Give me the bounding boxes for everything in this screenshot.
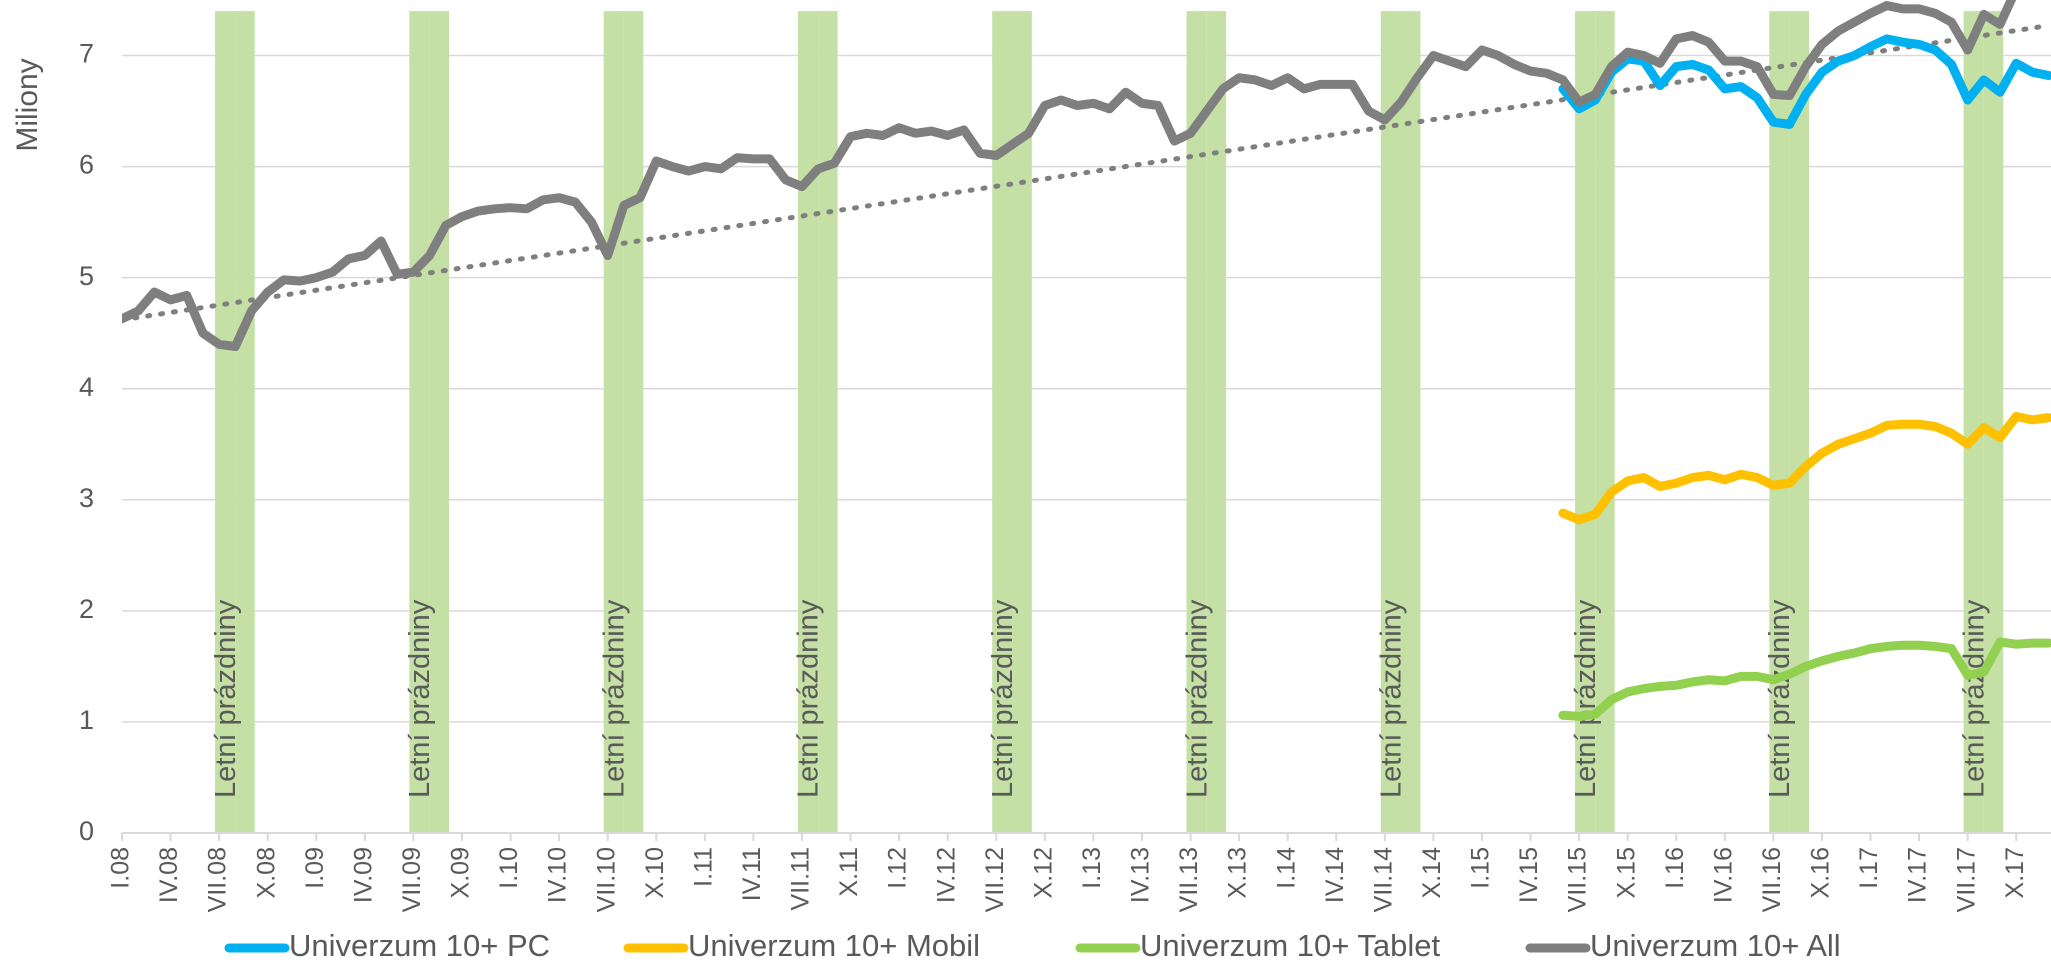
band <box>1789 11 1809 833</box>
band-label: Letní prázdniny <box>1958 599 1990 798</box>
band <box>992 11 1013 833</box>
x-tick-label: VII.17 <box>1952 847 1980 912</box>
band-label: Letní prázdniny <box>1570 599 1602 798</box>
y-tick-label: 5 <box>79 261 94 291</box>
x-tick-label: X.08 <box>252 847 280 898</box>
x-tick-label: IV.09 <box>349 847 377 903</box>
band <box>1769 11 1790 833</box>
x-tick-label: IV.14 <box>1321 847 1349 903</box>
y-tick-label: 2 <box>79 594 94 624</box>
x-tick-label: I.17 <box>1855 847 1883 889</box>
y-tick-label: 1 <box>79 705 94 735</box>
band-label: Letní prázdniny <box>793 599 825 798</box>
y-tick-label: 6 <box>79 150 94 180</box>
band <box>1595 11 1615 833</box>
band-label: Letní prázdniny <box>1376 599 1408 798</box>
series-line <box>1558 412 2051 525</box>
x-tick-label: IV.16 <box>1709 847 1737 903</box>
x-tick-label: I.12 <box>884 847 912 889</box>
band <box>1186 11 1207 833</box>
x-tick-label: X.13 <box>1224 847 1252 898</box>
x-tick-label: X.10 <box>641 847 669 898</box>
band-label: Letní prázdniny <box>404 599 436 798</box>
y-tick-label: 4 <box>79 372 94 402</box>
x-tick-label: X.15 <box>1612 847 1640 898</box>
x-tick-label: X.09 <box>447 847 475 898</box>
band <box>1380 11 1402 833</box>
x-tick-label: VII.10 <box>592 847 620 912</box>
band-label: Letní prázdniny <box>210 599 242 798</box>
y-axis-title: Miliony <box>11 58 44 151</box>
trend-line <box>122 23 2051 323</box>
x-tick-label: X.17 <box>2001 847 2029 898</box>
x-tick-label: VII.08 <box>204 847 232 912</box>
band <box>429 11 450 833</box>
x-tick-label: IV.15 <box>1515 847 1543 903</box>
band <box>1206 11 1227 833</box>
x-tick-label: VII.14 <box>1369 847 1397 912</box>
x-tick-label: I.14 <box>1272 847 1300 889</box>
band <box>1575 11 1596 833</box>
x-tick-label: I.09 <box>301 847 329 889</box>
x-tick-label: I.16 <box>1661 847 1689 889</box>
x-tick-label: IV.08 <box>155 847 183 903</box>
x-tick-label: IV.11 <box>738 847 766 901</box>
legend-label: Univerzum 10+ PC <box>289 928 550 963</box>
band <box>1963 11 1984 833</box>
x-tick-label: VII.09 <box>398 847 426 912</box>
plot-area: Letní prázdniny Letní prázdniny Letní práz… <box>122 0 2051 833</box>
x-tick-label: I.13 <box>1078 847 1106 889</box>
legend-label: Univerzum 10+ All <box>1590 928 1841 963</box>
x-tick-label: VII.16 <box>1758 847 1786 912</box>
x-tick-label: X.14 <box>1418 847 1446 899</box>
x-tick-label: I.15 <box>1467 847 1495 889</box>
series-line <box>122 0 2017 352</box>
x-tick-label: I.10 <box>495 847 523 889</box>
band <box>235 11 255 833</box>
x-tick-label: I.11 <box>689 847 717 887</box>
series-line <box>1558 637 2051 721</box>
band-label: Letní prázdniny <box>1764 599 1796 798</box>
x-tick-label: VII.11 <box>787 847 815 910</box>
x-tick-label: IV.17 <box>1904 847 1932 903</box>
y-tick-label: 3 <box>79 483 94 513</box>
band-label: Letní prázdniny <box>1181 599 1213 798</box>
band <box>1401 11 1421 833</box>
x-tick-label: IV.10 <box>544 847 572 903</box>
y-tick-label: 7 <box>79 39 94 69</box>
x-tick-label: VII.12 <box>981 847 1009 912</box>
band <box>1983 11 2004 833</box>
series-line <box>1558 34 2051 129</box>
band <box>1012 11 1032 833</box>
x-tick-label: IV.12 <box>932 847 960 903</box>
legend-label: Univerzum 10+ Tablet <box>1140 928 1441 963</box>
band <box>818 11 838 833</box>
band <box>409 11 430 833</box>
x-tick-label: X.11 <box>835 847 863 897</box>
band <box>623 11 644 833</box>
band-label: Letní prázdniny <box>987 599 1019 798</box>
x-tick-label: VII.13 <box>1175 847 1203 912</box>
x-tick-label: I.08 <box>107 847 135 889</box>
band-label: Letní prázdniny <box>598 599 630 798</box>
x-tick-label: X.12 <box>1029 847 1057 898</box>
legend-label: Univerzum 10+ Mobil <box>688 928 980 963</box>
x-tick-label: VII.15 <box>1564 847 1592 912</box>
x-tick-label: X.16 <box>1807 847 1835 898</box>
y-tick-label: 0 <box>79 816 94 846</box>
x-tick-label: IV.13 <box>1127 847 1155 903</box>
band <box>215 11 236 833</box>
